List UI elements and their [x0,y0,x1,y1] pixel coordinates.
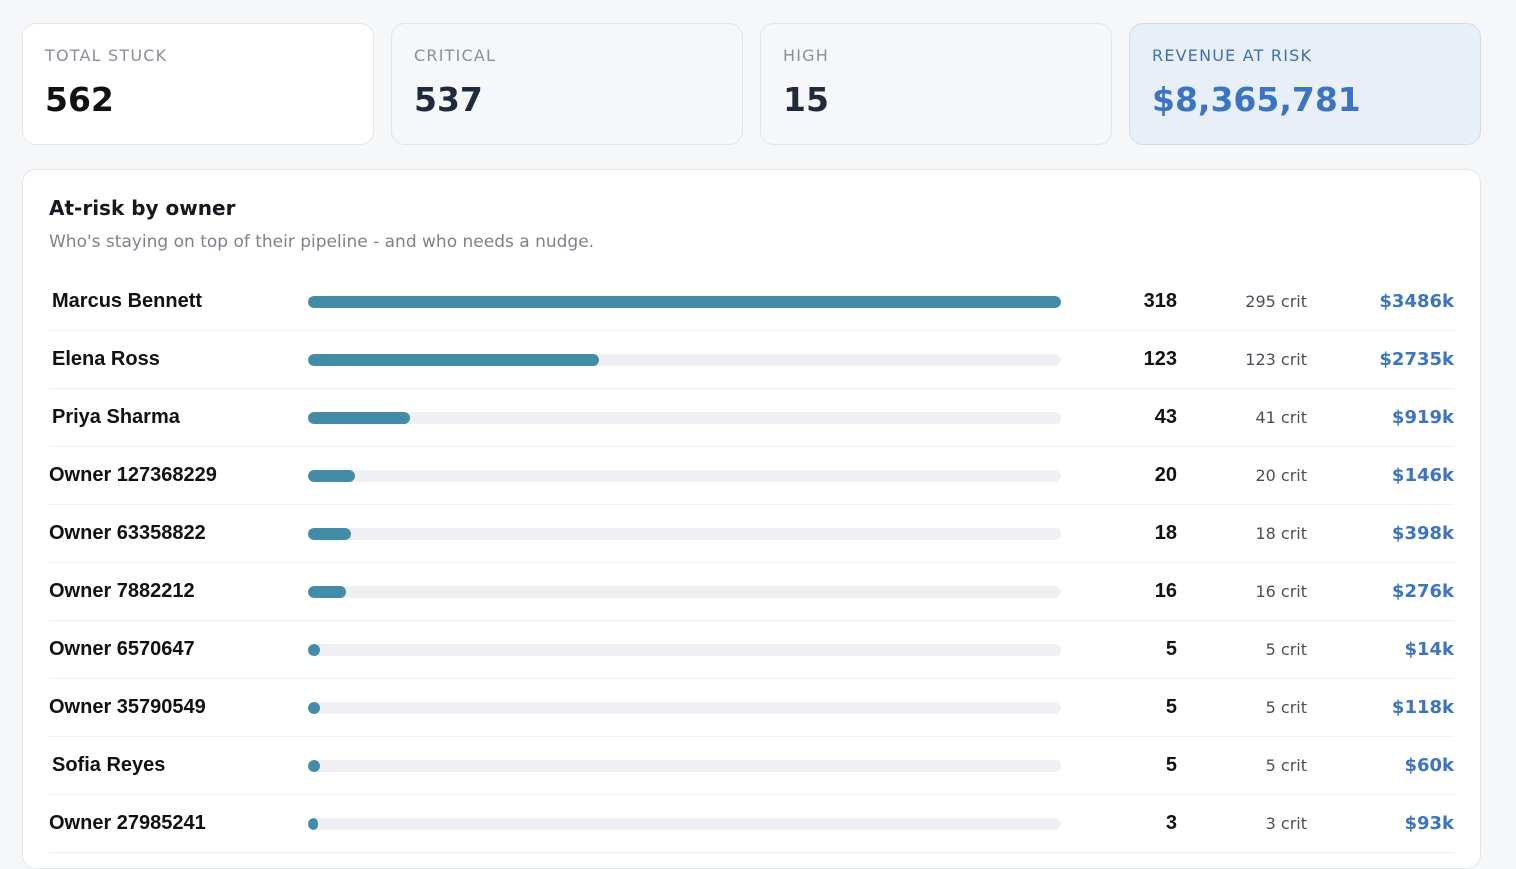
owner-bar-track [308,817,1061,830]
owner-row[interactable]: Marcus Bennett 318 295 crit $3486k [49,273,1454,331]
owner-critical-count: 16 crit [1255,582,1307,601]
owner-row[interactable]: Owner 27985241 3 3 crit $93k [49,795,1454,853]
owner-row[interactable]: Elena Ross 123 123 crit $2735k [49,331,1454,389]
owner-list: Marcus Bennett 318 295 crit $3486k Elena Ros… [49,273,1454,853]
owner-revenue: $118k [1391,697,1454,718]
owner-bar-track [308,701,1061,714]
owner-bar-track [308,353,1061,366]
owner-name: Elena Ross [52,348,160,370]
at-risk-by-owner-panel: At-risk by owner Who's staying on top of… [22,169,1481,869]
owner-stuck-count: 5 [1165,638,1177,660]
owner-stuck-count: 5 [1165,754,1177,776]
owner-critical-count: 5 crit [1265,756,1307,775]
owner-revenue: $3486k [1379,291,1454,312]
owner-bar-fill [308,295,1061,308]
owner-bar-fill [308,527,351,540]
kpi-label: CRITICAL [414,46,497,65]
owner-revenue: $2735k [1379,349,1454,370]
kpi-label: TOTAL STUCK [45,46,168,65]
kpi-row: TOTAL STUCK 562 CRITICAL 537 HIGH 15 REV… [22,23,1481,145]
owner-stuck-count: 318 [1143,290,1177,312]
owner-stuck-count: 3 [1165,812,1177,834]
kpi-label: HIGH [783,46,829,65]
owner-name: Owner 35790549 [49,696,206,718]
owner-revenue: $93k [1404,813,1454,834]
kpi-card-high[interactable]: HIGH 15 [760,23,1112,145]
owner-bar-track [308,759,1061,772]
owner-bar-track [308,585,1061,598]
owner-revenue: $919k [1391,407,1454,428]
owner-stuck-count: 20 [1154,464,1177,486]
owner-revenue: $60k [1404,755,1454,776]
owner-critical-count: 5 crit [1265,640,1307,659]
owner-name: Owner 63358822 [49,522,206,544]
owner-bar-track [308,643,1061,656]
panel-subtitle: Who's staying on top of their pipeline -… [49,232,595,252]
owner-row[interactable]: Priya Sharma 43 41 crit $919k [49,389,1454,447]
owner-stuck-count: 18 [1154,522,1177,544]
owner-revenue: $398k [1391,523,1454,544]
owner-bar-fill [308,701,321,714]
owner-revenue: $276k [1391,581,1454,602]
owner-bar-fill [308,817,318,830]
owner-critical-count: 295 crit [1245,292,1307,311]
kpi-value: 15 [783,80,829,119]
owner-stuck-count: 16 [1154,580,1177,602]
owner-bar-track [308,295,1061,308]
owner-bar-fill [308,643,321,656]
owner-bar-fill [308,469,356,482]
owner-name: Owner 6570647 [49,638,195,660]
owner-stuck-count: 43 [1154,406,1177,428]
owner-stuck-count: 5 [1165,696,1177,718]
owner-bar-fill [308,353,600,366]
owner-row[interactable]: Owner 6570647 5 5 crit $14k [49,621,1454,679]
owner-bar-fill [308,411,410,424]
owner-critical-count: 5 crit [1265,698,1307,717]
kpi-value: 537 [414,80,483,119]
kpi-value: $8,365,781 [1152,80,1361,119]
owner-critical-count: 18 crit [1255,524,1307,543]
owner-name: Priya Sharma [52,406,180,428]
kpi-card-revenue-at-risk[interactable]: REVENUE AT RISK $8,365,781 [1129,23,1481,145]
owner-revenue: $146k [1391,465,1454,486]
owner-bar-track [308,411,1061,424]
owner-critical-count: 20 crit [1255,466,1307,485]
owner-bar-fill [308,759,321,772]
owner-row[interactable]: Sofia Reyes 5 5 crit $60k [49,737,1454,795]
owner-critical-count: 123 crit [1245,350,1307,369]
owner-row[interactable]: Owner 7882212 16 16 crit $276k [49,563,1454,621]
owner-name: Owner 7882212 [49,580,195,602]
owner-name: Sofia Reyes [52,754,166,776]
owner-name: Owner 127368229 [49,464,217,486]
owner-name: Marcus Bennett [52,290,203,312]
owner-row[interactable]: Owner 35790549 5 5 crit $118k [49,679,1454,737]
owner-bar-track [308,527,1061,540]
kpi-card-critical[interactable]: CRITICAL 537 [391,23,743,145]
kpi-card-total-stuck[interactable]: TOTAL STUCK 562 [22,23,374,145]
owner-critical-count: 3 crit [1265,814,1307,833]
owner-bar-fill [308,585,346,598]
owner-name: Owner 27985241 [49,812,206,834]
owner-critical-count: 41 crit [1255,408,1307,427]
owner-revenue: $14k [1404,639,1454,660]
owner-bar-track [308,469,1061,482]
owner-row[interactable]: Owner 127368229 20 20 crit $146k [49,447,1454,505]
kpi-value: 562 [45,80,114,119]
kpi-label: REVENUE AT RISK [1152,46,1313,65]
panel-title: At-risk by owner [49,196,236,220]
owner-stuck-count: 123 [1143,348,1177,370]
owner-row[interactable]: Owner 63358822 18 18 crit $398k [49,505,1454,563]
